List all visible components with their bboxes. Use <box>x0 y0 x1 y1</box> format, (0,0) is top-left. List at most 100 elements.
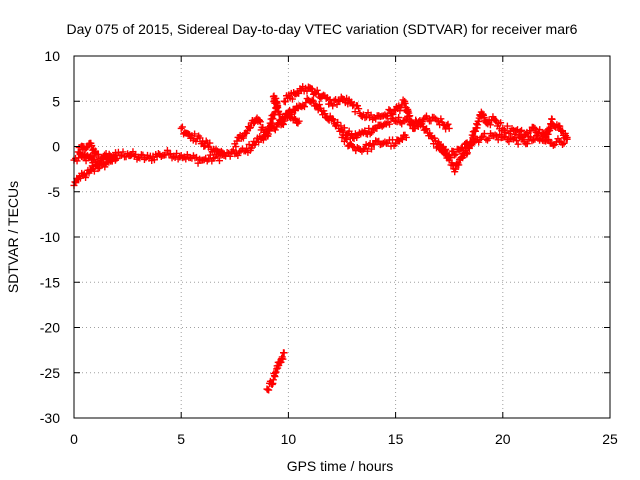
data-point <box>395 114 403 122</box>
data-point <box>411 124 419 132</box>
data-point <box>528 137 536 145</box>
axis-ticks: 0 5 10 15 20 25 10 5 0 -5 -10 -15 -20 -25 -30 <box>40 48 618 447</box>
x-tick-label: 20 <box>495 431 511 447</box>
data-point <box>486 121 494 129</box>
data-point <box>279 355 287 363</box>
y-tick-label: -30 <box>40 410 60 426</box>
data-point <box>269 376 277 384</box>
data-point <box>206 139 214 147</box>
data-point <box>268 119 276 127</box>
data-point <box>523 140 531 148</box>
data-point <box>234 151 242 159</box>
data-point <box>288 95 296 103</box>
data-point <box>367 129 375 137</box>
data-point <box>199 138 207 146</box>
data-point <box>82 144 90 152</box>
data-point <box>342 134 350 142</box>
series-f <box>338 131 410 155</box>
data-point <box>73 157 81 165</box>
data-point <box>178 123 186 131</box>
data-point <box>503 122 511 130</box>
data-point <box>530 123 538 131</box>
data-point <box>531 135 539 143</box>
data-point <box>524 132 532 140</box>
data-point <box>392 140 400 148</box>
data-point <box>441 147 449 155</box>
data-point <box>444 120 452 128</box>
data-point <box>177 124 185 132</box>
data-point <box>491 116 499 124</box>
data-point <box>406 112 414 120</box>
series-e <box>280 83 453 133</box>
data-point <box>340 124 348 132</box>
data-point <box>235 148 243 156</box>
x-axis-label: GPS time / hours <box>287 458 394 474</box>
x-tick-label: 10 <box>281 431 297 447</box>
data-point <box>279 120 287 128</box>
data-point <box>308 96 316 104</box>
data-point <box>245 140 253 148</box>
data-point <box>549 141 557 149</box>
data-point <box>163 146 171 154</box>
data-point <box>423 125 431 133</box>
data-point <box>388 109 396 117</box>
data-point <box>111 156 119 164</box>
series-h <box>263 349 288 394</box>
data-point <box>300 103 308 111</box>
y-tick-label: 0 <box>52 139 60 155</box>
data-point <box>363 113 371 121</box>
data-point <box>215 157 223 165</box>
x-tick-label: 5 <box>177 431 185 447</box>
data-point <box>219 149 227 157</box>
data-point <box>477 133 485 141</box>
x-tick-label: 25 <box>602 431 618 447</box>
data-point <box>363 147 371 155</box>
data-point <box>445 124 453 132</box>
data-point <box>107 157 115 165</box>
data-point <box>398 120 406 128</box>
y-tick-label: -15 <box>40 274 60 290</box>
data-point <box>493 132 501 140</box>
data-point <box>401 116 409 124</box>
data-point <box>314 90 322 98</box>
data-point <box>173 149 181 157</box>
data-point <box>256 118 264 126</box>
data-point <box>281 98 289 106</box>
data-point <box>119 148 127 156</box>
data-point <box>280 349 288 357</box>
data-point <box>328 115 336 123</box>
data-point <box>196 134 204 142</box>
data-point <box>91 147 99 155</box>
data-point <box>101 163 109 171</box>
data-point <box>76 149 84 157</box>
data-point <box>437 115 445 123</box>
data-point <box>439 143 447 151</box>
data-point <box>308 85 316 93</box>
data-point <box>452 150 460 158</box>
data-point <box>182 155 190 163</box>
data-point <box>446 154 454 162</box>
data-point <box>117 151 125 159</box>
y-axis-label: SDTVAR / TECUs <box>5 181 21 293</box>
data-point <box>349 143 357 150</box>
data-point <box>479 110 487 118</box>
grid <box>74 56 610 418</box>
y-tick-label: 10 <box>44 48 60 64</box>
data-point <box>288 110 296 118</box>
data-point <box>179 154 187 162</box>
data-point <box>309 97 317 105</box>
x-tick-label: 15 <box>388 431 404 447</box>
data-point <box>259 124 267 132</box>
data-point <box>516 127 524 135</box>
data-point <box>563 133 571 141</box>
data-point <box>211 154 219 162</box>
data-point <box>381 138 389 146</box>
series-g <box>434 108 571 176</box>
data-point <box>389 111 397 119</box>
data-point <box>102 150 110 158</box>
data-point <box>321 110 329 118</box>
data-point <box>329 116 337 124</box>
data-point <box>315 101 323 109</box>
data-points <box>70 83 571 394</box>
data-point <box>502 129 510 137</box>
